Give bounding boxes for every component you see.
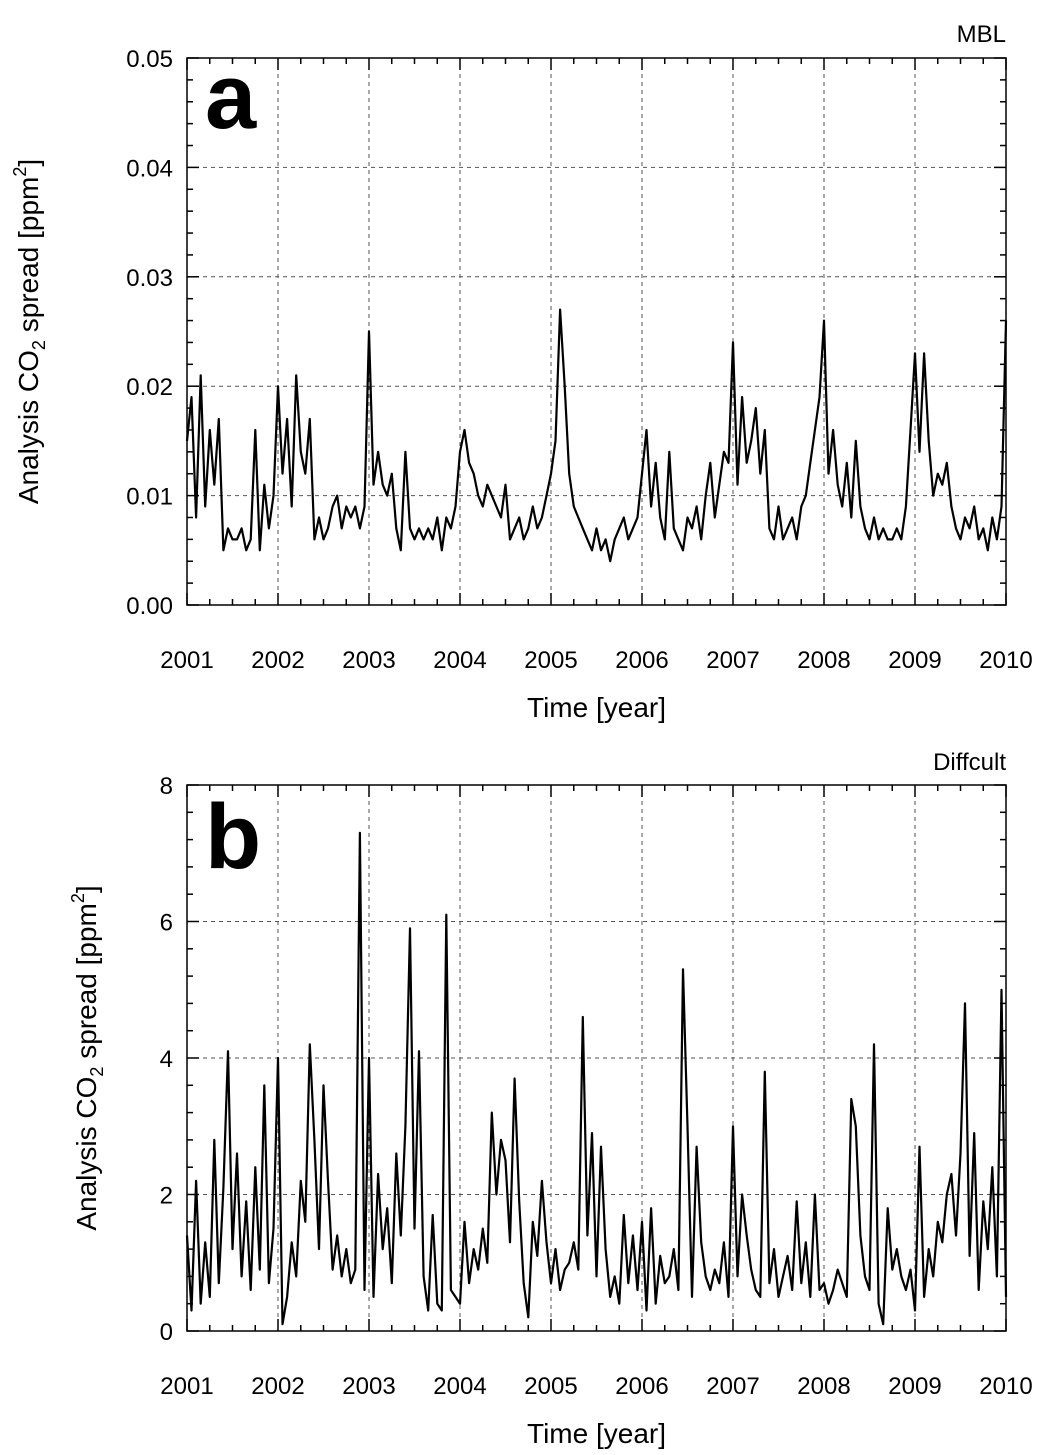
- x-tick-label: 2002: [251, 1373, 304, 1400]
- panel-region-label: Diffcult: [933, 749, 1006, 776]
- series-line: [185, 831, 1008, 1326]
- x-tick-label: 2009: [888, 647, 941, 674]
- plot-frame: [186, 57, 1007, 606]
- y-tick-label: 0.04: [126, 155, 173, 182]
- x-tick-label: 2002: [251, 647, 304, 674]
- y-tick-label: 0.00: [126, 593, 173, 620]
- panel-letter: a: [205, 46, 257, 148]
- y-axis-label: Analysis CO2 spread [ppm2]: [68, 885, 107, 1230]
- y-tick-label: 0.03: [126, 265, 173, 292]
- x-tick-label: 2010: [979, 647, 1032, 674]
- x-tick-label: 2006: [615, 647, 668, 674]
- x-tick-label: 2005: [524, 1373, 577, 1400]
- y-tick-label: 0.02: [126, 374, 173, 401]
- x-tick-label: 2006: [615, 1373, 668, 1400]
- panel-letter: b: [205, 786, 261, 888]
- panel-b-diffcult: 2001 2002 2003 2004 2005 2006 2007 2008 2009 2010…: [68, 749, 1033, 1449]
- y-tick-label: 2: [160, 1183, 173, 1210]
- x-axis-label: Time [year]: [527, 1418, 666, 1449]
- x-tick-label: 2007: [706, 647, 759, 674]
- panel-region-label: MBL: [957, 21, 1006, 48]
- y-tick-label: 0.05: [126, 46, 173, 73]
- y-axis-label: Analysis CO2 spread [ppm2]: [10, 159, 49, 504]
- x-tick-label: 2008: [797, 647, 850, 674]
- x-tick-label: 2003: [342, 1373, 395, 1400]
- y-tick-label: 4: [160, 1046, 173, 1073]
- y-tick-label: 0: [160, 1319, 173, 1346]
- x-tick-label: 2001: [160, 647, 213, 674]
- x-tick-label: 2005: [524, 647, 577, 674]
- y-tick-label: 8: [160, 773, 173, 800]
- x-tick-label: 2007: [706, 1373, 759, 1400]
- x-tick-label: 2004: [433, 1373, 486, 1400]
- x-tick-label: 2010: [979, 1373, 1032, 1400]
- y-tick-label: 0.01: [126, 484, 173, 511]
- x-tick-label: 2001: [160, 1373, 213, 1400]
- x-tick-label: 2003: [342, 647, 395, 674]
- panel-a-mbl: 2001 2002 2003 2004 2005 2006 2007 2008 2009 2010…: [10, 21, 1033, 723]
- x-tick-label: 2004: [433, 647, 486, 674]
- y-tick-label: 6: [160, 910, 173, 937]
- x-tick-label: 2009: [888, 1373, 941, 1400]
- series-line: [185, 308, 1008, 563]
- x-tick-label: 2008: [797, 1373, 850, 1400]
- x-axis-label: Time [year]: [527, 692, 666, 723]
